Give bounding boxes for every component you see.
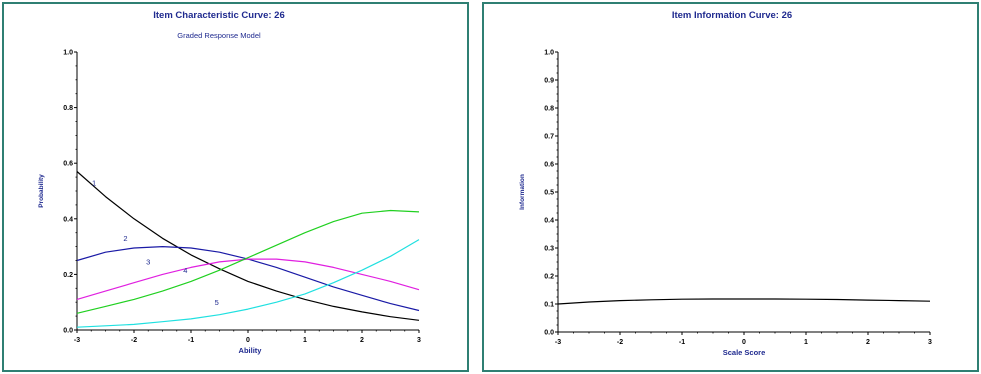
iic-y-tick-label: 0.6 xyxy=(544,162,554,169)
iic-x-axis-label: Scale Score xyxy=(723,348,766,357)
icc-series-line-1 xyxy=(77,172,419,321)
iic-y-tick-label: 0.7 xyxy=(544,134,554,141)
iic-x-tick-label: -2 xyxy=(617,339,623,346)
iic-y-tick-label: 0.0 xyxy=(544,330,554,337)
iic-y-tick-label: 0.2 xyxy=(544,274,554,281)
iic-y-tick-label: 1.0 xyxy=(544,50,554,57)
iic-y-tick-label: 0.5 xyxy=(544,190,554,197)
iic-y-tick-label: 0.4 xyxy=(544,218,554,225)
icc-y-tick-label: 1.0 xyxy=(63,50,73,57)
icc-curve-label-1: 1 xyxy=(92,178,96,187)
icc-x-axis-label: Ability xyxy=(239,346,263,355)
iic-x-tick-label: -1 xyxy=(679,339,685,346)
iic-y-tick-label: 0.1 xyxy=(544,302,554,309)
iic-x-tick-label: -3 xyxy=(555,339,561,346)
icc-x-tick-label: -2 xyxy=(131,337,137,344)
icc-x-tick-label: -1 xyxy=(188,337,194,344)
icc-series-line-5 xyxy=(77,240,419,328)
iic-chart: Item Information Curve: 26 0.0 0.1 0.2 0.3 0.… xyxy=(484,4,977,370)
icc-curve-label-3: 3 xyxy=(146,258,150,267)
icc-x-tick-label: 1 xyxy=(303,337,307,344)
icc-x-tick-label: -3 xyxy=(74,337,80,344)
iic-y-tick-label: 0.3 xyxy=(544,246,554,253)
iic-y-tick-label: 0.8 xyxy=(544,106,554,113)
icc-curve-label-2: 2 xyxy=(123,234,127,243)
icc-curve-label-5: 5 xyxy=(215,298,219,307)
iic-x-tick-label: 1 xyxy=(804,339,808,346)
iic-y-axis-label: Information xyxy=(519,174,526,210)
icc-chart: Item Characteristic Curve: 26 Graded Resp… xyxy=(4,4,467,370)
icc-x-tick-label: 3 xyxy=(417,337,421,344)
icc-y-axis-label: Probability xyxy=(38,174,45,208)
icc-x-tick-label: 0 xyxy=(246,337,250,344)
iic-panel: Item Information Curve: 26 0.0 0.1 0.2 0.3 0.… xyxy=(482,2,979,372)
iic-y-tick-label: 0.9 xyxy=(544,78,554,85)
icc-title: Item Characteristic Curve: 26 xyxy=(153,10,284,21)
icc-x-tick-label: 2 xyxy=(360,337,364,344)
icc-series-line-3 xyxy=(77,259,419,299)
icc-y-tick-label: 0.8 xyxy=(63,105,73,112)
icc-y-tick-label: 0.2 xyxy=(63,272,73,279)
icc-y-tick-label: 0.4 xyxy=(63,216,73,223)
icc-panel: Item Characteristic Curve: 26 Graded Resp… xyxy=(2,2,469,372)
iic-x-tick-label: 0 xyxy=(742,339,746,346)
iic-title: Item Information Curve: 26 xyxy=(672,10,792,21)
icc-curve-label-4: 4 xyxy=(183,266,187,275)
icc-y-tick-label: 0.0 xyxy=(63,328,73,335)
iic-x-tick-label: 2 xyxy=(866,339,870,346)
icc-subtitle: Graded Response Model xyxy=(177,31,261,40)
icc-series-line-4 xyxy=(77,211,419,314)
icc-y-tick-label: 0.6 xyxy=(63,161,73,168)
iic-x-tick-label: 3 xyxy=(928,339,932,346)
iic-series-line-1 xyxy=(558,299,930,304)
